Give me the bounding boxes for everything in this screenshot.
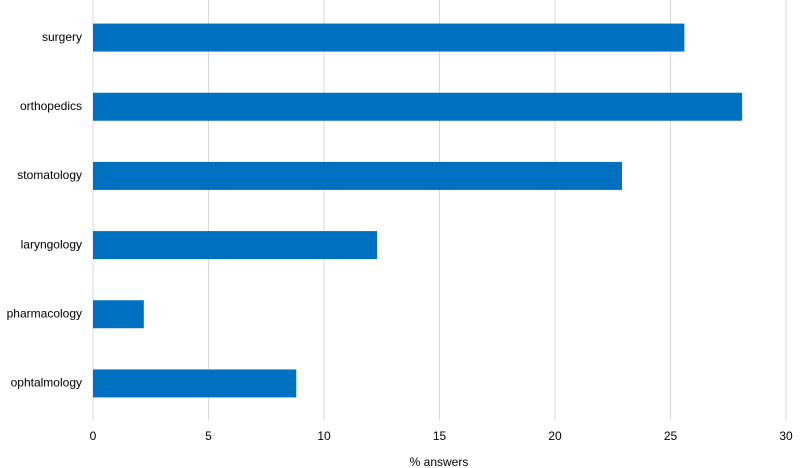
x-tick-label: 25 (664, 429, 678, 443)
x-axis-title: % answers (410, 455, 469, 468)
x-tick-label: 20 (548, 429, 562, 443)
bar (93, 231, 378, 260)
x-tick-label: 30 (779, 429, 793, 443)
x-tick-label: 15 (433, 429, 447, 443)
bar (93, 92, 743, 121)
x-tick-label: 5 (205, 429, 212, 443)
y-tick-label: surgery (42, 30, 82, 44)
y-tick-label: orthopedics (20, 99, 82, 113)
y-tick-label: ophtalmology (11, 376, 82, 390)
x-tick-label: 0 (90, 429, 97, 443)
y-tick-label: laryngology (21, 237, 82, 251)
bar (93, 300, 144, 329)
bar (93, 369, 297, 398)
bar (93, 161, 622, 190)
y-tick-label: stomatology (17, 168, 82, 182)
y-tick-label: pharmacology (7, 306, 82, 320)
x-tick-label: 10 (317, 429, 331, 443)
bar (93, 23, 685, 52)
